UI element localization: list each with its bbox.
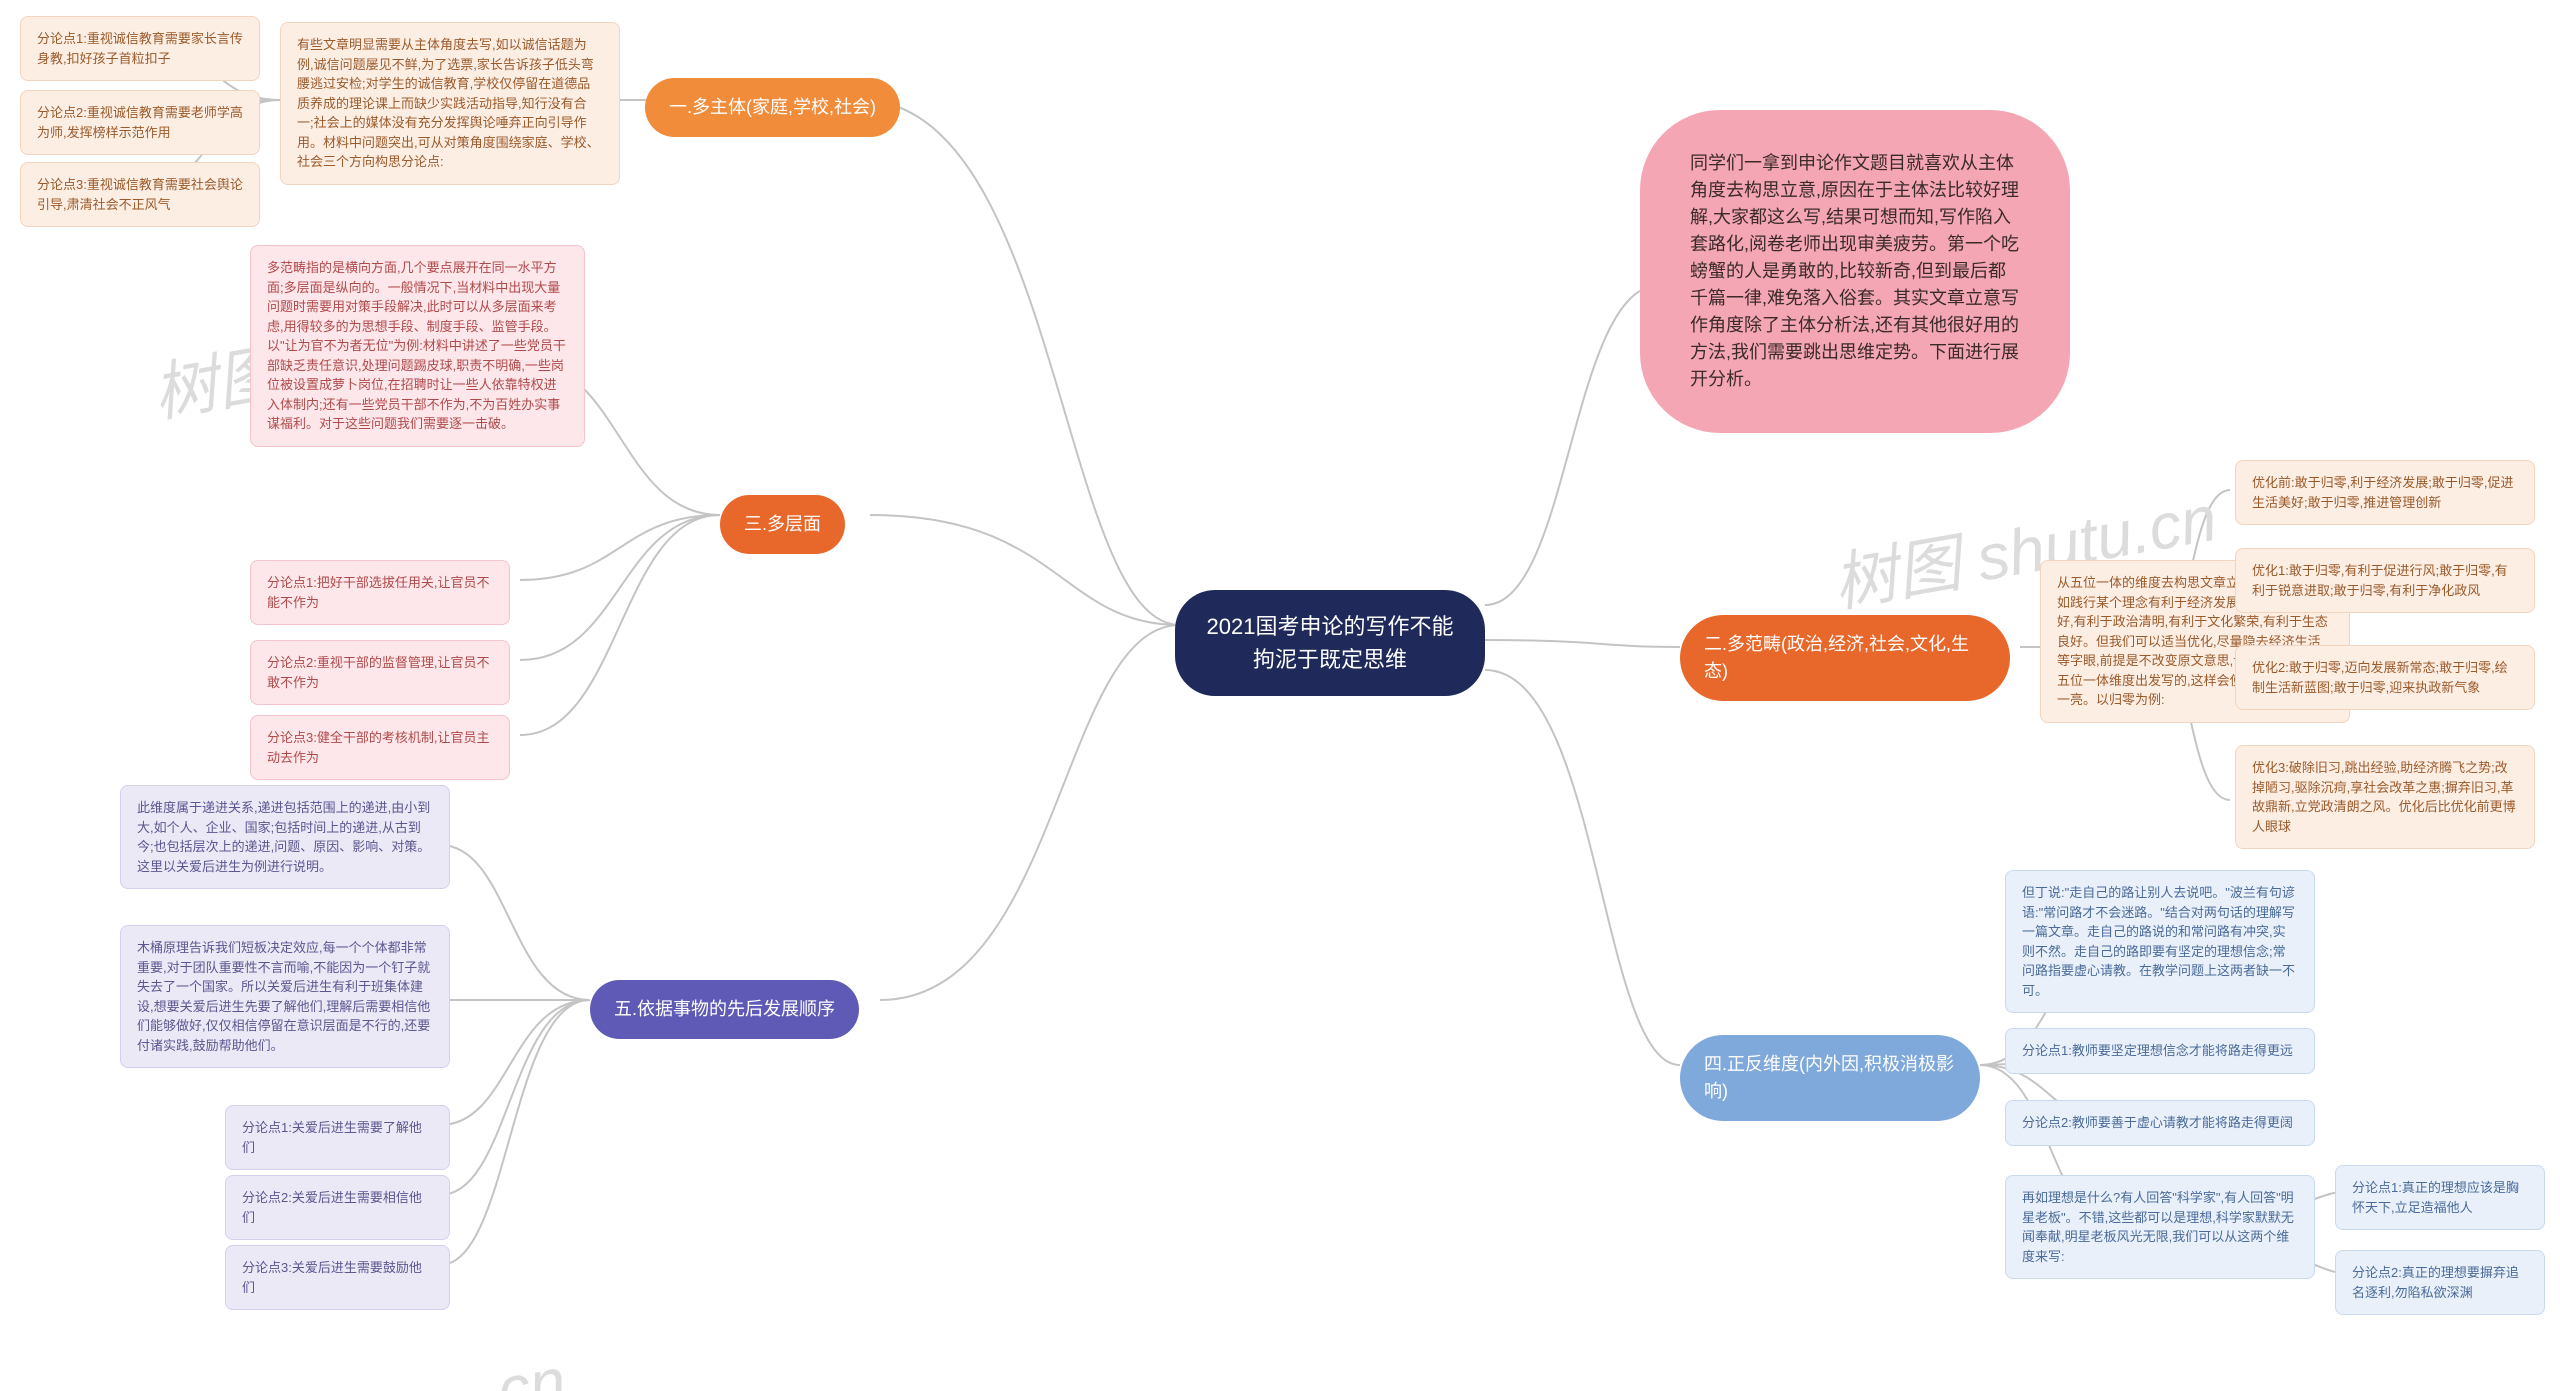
b1-desc: 有些文章明显需要从主体角度去写,如以诚信话题为例,诚信问题屡见不鲜,为了选票,家… [280,22,620,185]
branch-1[interactable]: 一.多主体(家庭,学校,社会) [645,78,900,137]
b5-point: 分论点3:关爱后进生需要鼓励他们 [225,1245,450,1310]
b4-point: 分论点1:教师要坚定理想信念才能将路走得更远 [2005,1028,2315,1074]
watermark: .cn [474,1343,571,1391]
b4-point: 分论点2:教师要善于虚心请教才能将路走得更阔 [2005,1100,2315,1146]
b5-desc: 木桶原理告诉我们短板决定效应,每一个个体都非常重要,对于团队重要性不言而喻,不能… [120,925,450,1068]
b5-point: 分论点2:关爱后进生需要相信他们 [225,1175,450,1240]
b3-point: 分论点2:重视干部的监督管理,让官员不敢不作为 [250,640,510,705]
branch-4[interactable]: 四.正反维度(内外因,积极消极影响) [1680,1035,1980,1121]
b5-point: 分论点1:关爱后进生需要了解他们 [225,1105,450,1170]
intro-node[interactable]: 同学们一拿到申论作文题目就喜欢从主体角度去构思立意,原因在于主体法比较好理解,大… [1640,110,2070,433]
b5-desc: 此维度属于递进关系,递进包括范围上的递进,由小到大,如个人、企业、国家;包括时间… [120,785,450,889]
b1-point: 分论点1:重视诚信教育需要家长言传身教,扣好孩子首粒扣子 [20,16,260,81]
branch-2[interactable]: 二.多范畴(政治,经济,社会,文化,生态) [1680,615,2010,701]
branch-3[interactable]: 三.多层面 [720,495,845,554]
b4-sub: 分论点2:真正的理想要摒弃追名逐利,勿陷私欲深渊 [2335,1250,2545,1315]
center-node[interactable]: 2021国考申论的写作不能拘泥于既定思维 [1175,590,1485,696]
b2-opt: 优化2:敢于归零,迈向发展新常态;敢于归零,绘制生活新蓝图;敢于归零,迎来执政新… [2235,645,2535,710]
b2-opt: 优化前:敢于归零,利于经济发展;敢于归零,促进生活美好;敢于归零,推进管理创新 [2235,460,2535,525]
b1-point: 分论点3:重视诚信教育需要社会舆论引导,肃清社会不正风气 [20,162,260,227]
b3-point: 分论点3:健全干部的考核机制,让官员主动去作为 [250,715,510,780]
b4-sub: 分论点1:真正的理想应该是胸怀天下,立足造福他人 [2335,1165,2545,1230]
b4-desc2: 再如理想是什么?有人回答"科学家",有人回答"明星老板"。不错,这些都可以是理想… [2005,1175,2315,1279]
b2-opt: 优化3:破除旧习,跳出经验,助经济腾飞之势;改掉陋习,驱除沉疴,享社会改革之惠;… [2235,745,2535,849]
b4-desc: 但丁说:"走自己的路让别人去说吧。"波兰有句谚语:"常问路才不会迷路。"结合对两… [2005,870,2315,1013]
b1-point: 分论点2:重视诚信教育需要老师学高为师,发挥榜样示范作用 [20,90,260,155]
branch-5[interactable]: 五.依据事物的先后发展顺序 [590,980,859,1039]
b3-desc: 多范畴指的是横向方面,几个要点展开在同一水平方面;多层面是纵向的。一般情况下,当… [250,245,585,447]
b3-point: 分论点1:把好干部选拔任用关,让官员不能不作为 [250,560,510,625]
b2-opt: 优化1:敢于归零,有利于促进行风;敢于归零,有利于锐意进取;敢于归零,有利于净化… [2235,548,2535,613]
